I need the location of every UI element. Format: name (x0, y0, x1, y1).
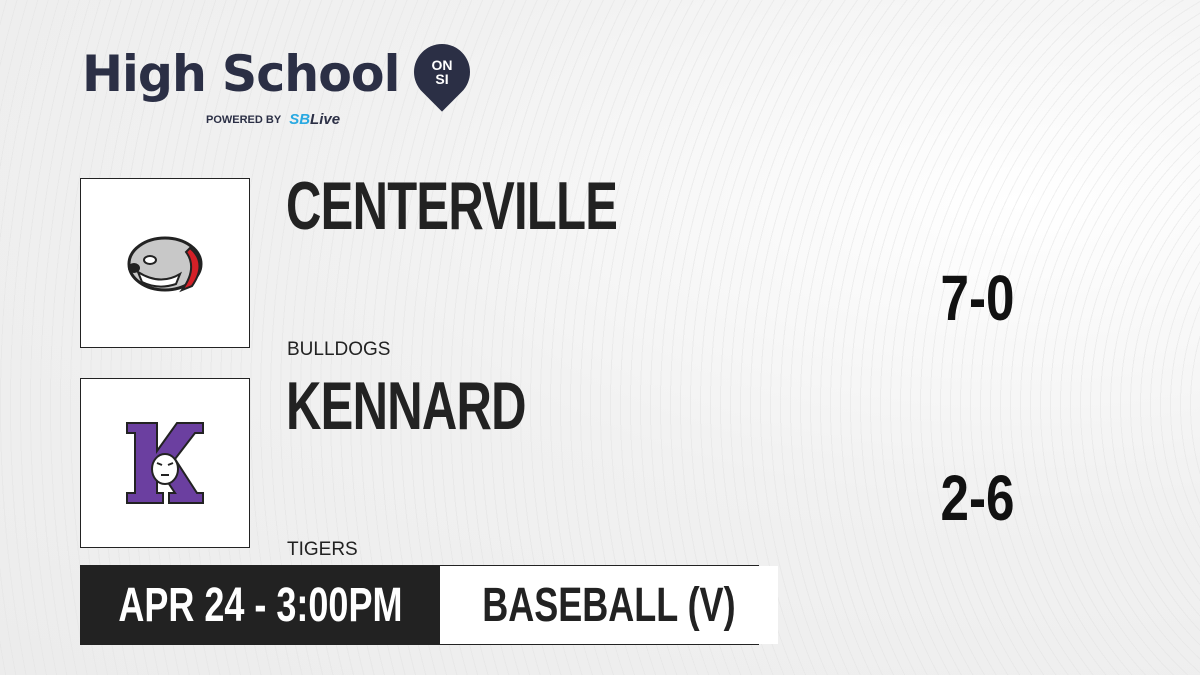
team-logo-kennard (80, 378, 250, 548)
datetime-text: APR 24 - 3:00PM (118, 578, 403, 632)
powered-by: POWERED BY SBLive (206, 111, 340, 128)
team-name: KENNARD (286, 368, 526, 444)
sblive-logo: SBLive (289, 111, 341, 128)
team-mascot: TIGERS (287, 539, 358, 560)
bulldog-icon (127, 236, 203, 293)
game-datetime: APR 24 - 3:00PM (81, 566, 440, 644)
game-info-bar: APR 24 - 3:00PM BASEBALL (V) (80, 565, 778, 645)
logo-title: High School (82, 45, 400, 103)
team-record: 7-0 (940, 262, 1014, 334)
team-logo-centerville (80, 178, 250, 348)
team-record: 2-6 (940, 462, 1014, 534)
game-sport: BASEBALL (V) (440, 566, 778, 644)
kennard-k-icon (126, 422, 204, 504)
team-mascot: BULLDOGS (287, 339, 391, 360)
powered-by-label: POWERED BY (206, 113, 282, 126)
on-si-pin-icon: ON SI (402, 32, 482, 112)
high-school-on-si-logo: High School ON SI (82, 32, 482, 112)
sport-text: BASEBALL (V) (482, 578, 736, 632)
team-name: CENTERVILLE (286, 168, 618, 244)
pin-text-top: ON (431, 57, 453, 73)
pin-text-bottom: SI (435, 71, 449, 87)
